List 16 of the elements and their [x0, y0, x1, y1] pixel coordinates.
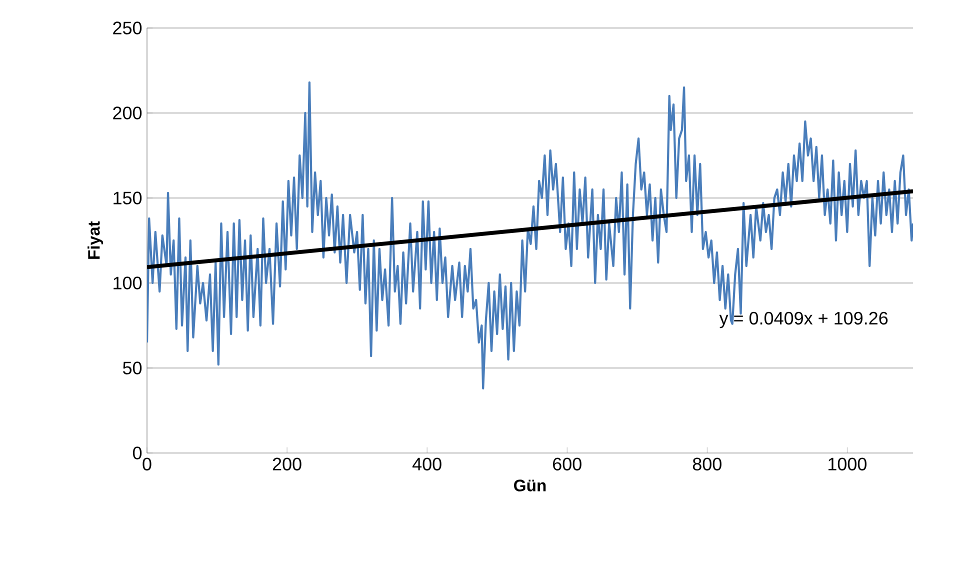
- annotation: y = 0.0409x + 109.26: [719, 312, 888, 328]
- x-tick-label: 1000: [828, 458, 866, 470]
- x-tick-label: 0: [142, 458, 152, 470]
- y-tick-label: 250: [113, 22, 142, 34]
- y-tick-label: 200: [113, 106, 142, 120]
- x-axis-title: Gün: [514, 480, 546, 492]
- y-axis-title: Fiyat: [88, 221, 104, 259]
- x-tick-label: 800: [692, 458, 722, 470]
- x-tick-label: 600: [553, 458, 582, 470]
- x-tick-label: 400: [412, 458, 442, 470]
- y-tick-label: 50: [122, 362, 142, 374]
- y-tick-label: 150: [114, 192, 142, 204]
- x-tick-label: 200: [272, 458, 302, 470]
- line-series: [147, 81, 914, 390]
- y-tick-label: 0: [132, 446, 142, 460]
- y-tick-label: 100: [114, 276, 142, 290]
